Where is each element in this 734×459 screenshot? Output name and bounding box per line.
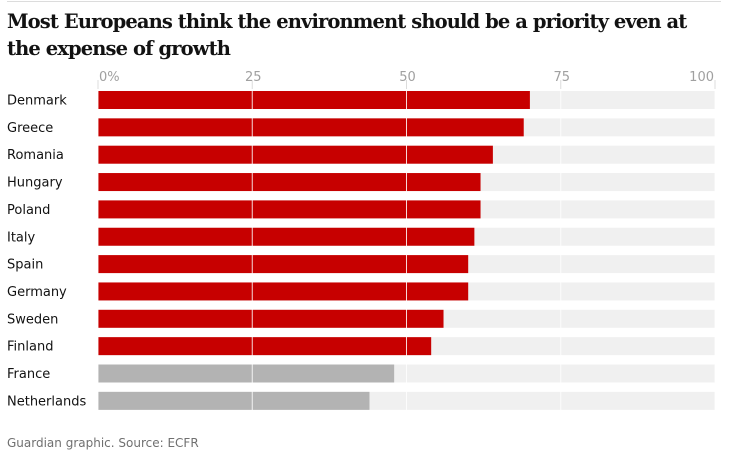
category-label: Finland [7,340,53,355]
bar [98,255,469,274]
bar [98,227,475,246]
category-label: Hungary [7,176,63,191]
tick-label: 50 [399,70,416,85]
bar [98,118,524,137]
bar [98,282,469,301]
category-label: Germany [7,285,67,300]
bar [98,145,493,164]
category-label: Denmark [7,94,67,109]
category-label: Spain [7,258,43,273]
bar [98,309,444,328]
source-note: Guardian graphic. Source: ECFR [7,436,199,450]
chart-title: Most Europeans think the environment sho… [7,10,687,60]
category-label: Poland [7,203,50,218]
bar [98,337,432,356]
category-label: Greece [7,121,53,136]
bar [98,200,481,219]
category-label: Netherlands [7,394,86,409]
top-rule [7,1,721,2]
tick-label: 0% [99,70,120,85]
bar [98,173,481,192]
category-label: France [7,367,50,382]
tick-label: 25 [245,70,262,85]
bar [98,391,370,410]
category-label: Sweden [7,312,58,327]
tick-label: 100 [689,70,714,85]
bar [98,91,530,109]
tick-label: 75 [553,70,570,85]
bar [98,364,395,383]
category-label: Italy [7,230,36,245]
category-label: Romania [7,148,64,163]
